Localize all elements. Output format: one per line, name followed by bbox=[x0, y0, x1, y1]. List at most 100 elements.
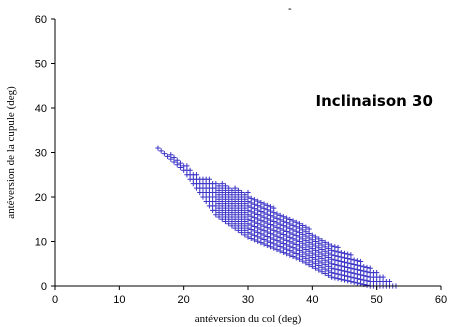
data-point-marker bbox=[303, 224, 309, 230]
data-point-marker bbox=[213, 207, 219, 213]
data-point-marker bbox=[267, 239, 274, 245]
data-point-marker bbox=[242, 192, 248, 198]
data-point-marker bbox=[312, 247, 319, 253]
data-point-marker bbox=[248, 235, 254, 242]
data-point-marker bbox=[271, 218, 277, 225]
data-point-marker bbox=[364, 282, 370, 288]
data-point-marker bbox=[251, 210, 258, 216]
data-point-marker bbox=[351, 270, 357, 276]
data-point-marker bbox=[184, 163, 190, 169]
data-point-marker bbox=[274, 246, 280, 253]
data-point-marker bbox=[277, 212, 283, 218]
data-point-marker bbox=[171, 159, 177, 165]
data-point-marker bbox=[242, 223, 248, 229]
data-point-marker bbox=[367, 265, 373, 271]
data-point-marker bbox=[312, 261, 319, 267]
data-point-marker bbox=[238, 221, 245, 227]
x-tick-label: 40 bbox=[306, 294, 318, 306]
data-point-marker bbox=[238, 194, 245, 200]
data-point-marker bbox=[248, 204, 254, 210]
data-point-marker bbox=[255, 207, 261, 213]
data-point-marker bbox=[255, 203, 261, 209]
data-point-marker bbox=[338, 258, 344, 265]
data-point-marker bbox=[290, 231, 296, 237]
data-point-marker bbox=[348, 270, 354, 276]
x-tick-label: 20 bbox=[178, 294, 190, 306]
y-tick-label: 60 bbox=[35, 14, 47, 26]
data-point-marker bbox=[232, 194, 238, 200]
data-point-marker bbox=[255, 211, 261, 218]
data-point-marker bbox=[235, 196, 241, 202]
data-point-marker bbox=[229, 192, 235, 198]
data-point-marker bbox=[319, 242, 325, 248]
data-point-marker bbox=[335, 253, 341, 259]
data-point-marker bbox=[335, 258, 341, 264]
data-point-marker bbox=[306, 239, 312, 245]
data-point-marker bbox=[303, 246, 309, 253]
data-point-marker bbox=[338, 276, 344, 282]
y-axis-label: antéversion de la cupule (deg) bbox=[5, 86, 17, 219]
data-point-marker bbox=[312, 234, 319, 240]
data-point-marker bbox=[309, 237, 315, 243]
data-point-marker bbox=[258, 226, 264, 232]
data-point-marker bbox=[348, 265, 354, 271]
data-point-marker bbox=[264, 220, 270, 226]
data-point-marker bbox=[329, 243, 335, 249]
data-point-marker bbox=[261, 210, 267, 216]
data-point-marker bbox=[219, 212, 225, 218]
data-point-marker bbox=[345, 255, 351, 262]
data-point-marker bbox=[248, 226, 254, 233]
data-point-marker bbox=[306, 244, 312, 250]
data-point-marker bbox=[171, 154, 177, 161]
data-point-marker bbox=[232, 207, 238, 213]
data-point-marker bbox=[232, 212, 238, 218]
data-point-marker bbox=[284, 233, 290, 239]
data-point-marker bbox=[255, 225, 261, 231]
data-point-marker bbox=[386, 278, 393, 285]
data-point-marker bbox=[245, 189, 251, 196]
data-point-marker bbox=[274, 238, 280, 244]
data-point-marker bbox=[325, 241, 332, 247]
plot-area bbox=[155, 145, 399, 289]
data-point-marker bbox=[290, 236, 296, 242]
data-point-marker bbox=[242, 214, 248, 220]
data-point-marker bbox=[216, 201, 222, 207]
data-point-marker bbox=[271, 245, 277, 251]
data-point-marker bbox=[290, 227, 296, 233]
data-point-marker bbox=[232, 221, 238, 227]
data-point-marker bbox=[238, 203, 245, 209]
data-point-marker bbox=[293, 237, 299, 243]
data-point-marker bbox=[322, 262, 328, 268]
data-point-marker bbox=[245, 203, 251, 209]
data-point-marker bbox=[300, 245, 306, 251]
data-point-marker bbox=[293, 246, 299, 252]
data-point-marker bbox=[290, 245, 296, 251]
data-point-marker bbox=[222, 205, 229, 211]
data-point-marker bbox=[332, 270, 338, 276]
data-point-marker bbox=[261, 201, 267, 207]
data-point-marker bbox=[168, 152, 174, 158]
data-point-marker bbox=[251, 219, 258, 225]
data-point-marker bbox=[341, 250, 348, 256]
data-point-marker bbox=[242, 232, 248, 238]
data-point-marker bbox=[354, 275, 360, 282]
data-point-marker bbox=[219, 189, 225, 196]
data-point-marker bbox=[361, 273, 367, 279]
data-point-marker bbox=[280, 231, 286, 238]
data-point-marker bbox=[319, 269, 325, 275]
data-point-marker bbox=[155, 145, 161, 151]
data-point-marker bbox=[229, 218, 235, 225]
data-point-marker bbox=[309, 241, 315, 247]
data-point-marker bbox=[258, 240, 264, 246]
data-point-marker bbox=[258, 222, 264, 228]
data-point-marker bbox=[238, 230, 245, 236]
data-point-marker bbox=[287, 248, 293, 254]
data-point-marker bbox=[248, 222, 254, 228]
data-point-marker bbox=[335, 271, 341, 277]
data-point-marker bbox=[316, 267, 322, 273]
data-point-marker bbox=[193, 172, 200, 178]
data-point-marker bbox=[309, 259, 315, 265]
data-point-marker bbox=[312, 256, 319, 262]
data-point-marker bbox=[345, 278, 351, 284]
data-point-marker bbox=[213, 212, 219, 218]
